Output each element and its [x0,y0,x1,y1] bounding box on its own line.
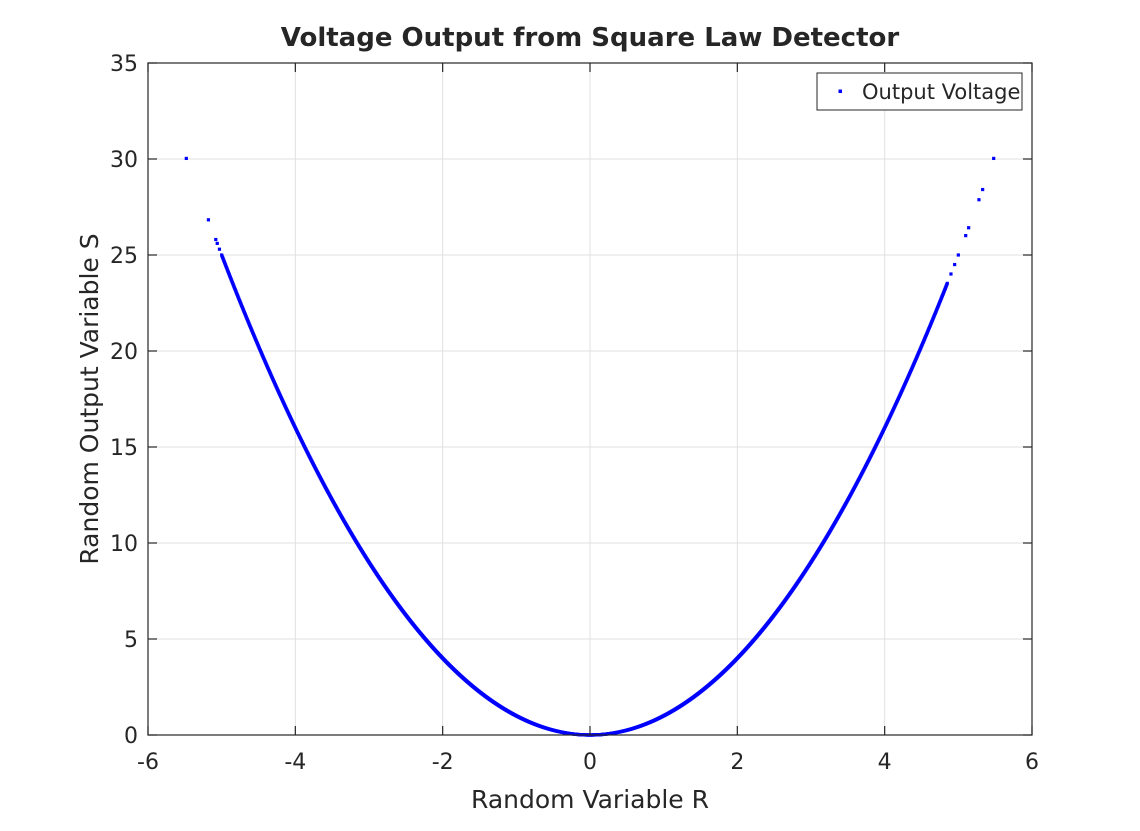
y-tick-label: 20 [110,340,138,365]
ticks: -6 -4 -2 0 2 4 6 0 5 10 15 20 25 30 35 [110,52,1039,775]
legend-marker [838,89,842,93]
y-tick-label: 10 [110,532,138,557]
data-layer [184,156,996,737]
data-point [945,281,949,285]
data-point [953,262,957,267]
x-tick-label: 4 [878,750,892,775]
x-tick-label: -4 [284,750,306,775]
legend-label: Output Voltage [862,80,1020,104]
chart-title: Voltage Output from Square Law Detector [281,23,900,53]
data-point [981,187,985,192]
y-tick-label: 25 [110,244,138,269]
y-axis-label: Random Output Variable S [75,233,104,564]
legend-box [816,72,1023,111]
data-point [215,241,219,246]
x-tick-label: 6 [1025,750,1039,775]
x-tick-label: -2 [432,750,454,775]
y-tick-label: 15 [110,436,138,461]
data-point [977,198,981,202]
y-tick-label: 30 [110,148,138,173]
x-tick-label: -6 [137,750,159,775]
y-tick-label: 0 [124,724,138,749]
data-point [214,237,218,242]
legend: Output Voltage [816,72,1023,111]
data-point [964,234,968,238]
data-point [206,218,211,222]
x-tick-label: 2 [730,750,744,775]
data-point [956,253,960,257]
data-point [949,272,953,276]
x-axis-label: Random Variable R [471,785,709,814]
data-point [184,156,188,161]
grid [148,63,1032,735]
data-point [217,247,222,251]
y-tick-label: 35 [110,52,138,77]
y-tick-label: 5 [124,628,138,653]
x-tick-label: 0 [583,750,597,775]
data-point [992,156,996,161]
data-point [967,226,971,230]
